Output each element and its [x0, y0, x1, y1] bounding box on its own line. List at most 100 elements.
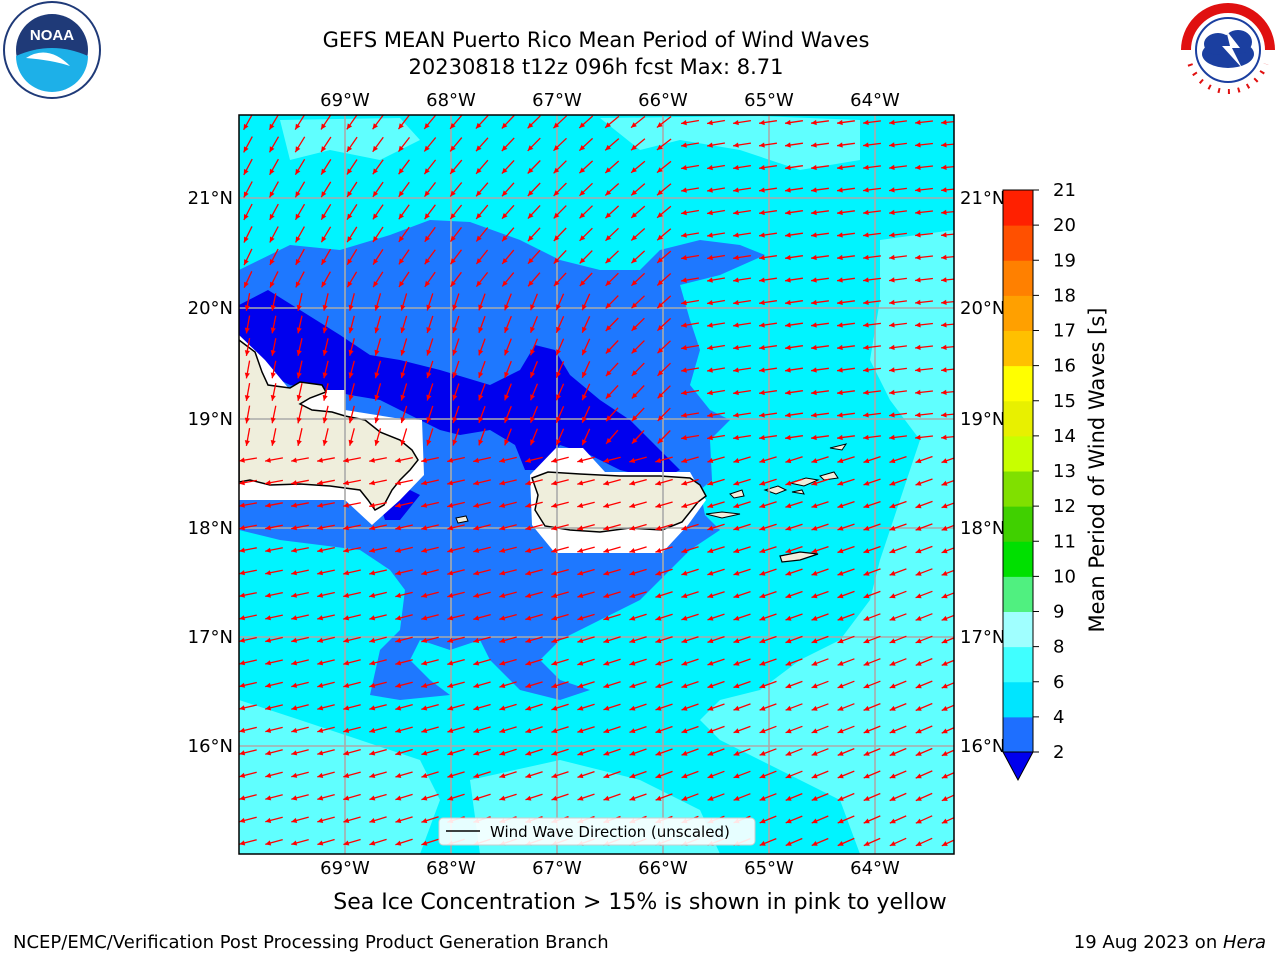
- wind-wave-arrowhead: [605, 144, 611, 151]
- wind-wave-arrowhead: [244, 281, 249, 288]
- wind-wave-arrowhead: [447, 683, 454, 688]
- lon-tick-top: 65°W: [744, 90, 794, 111]
- wind-wave-arrowhead: [400, 417, 406, 424]
- wind-wave-arrowhead: [265, 615, 271, 621]
- wind-wave-arrowhead: [400, 349, 406, 356]
- wind-wave-arrowhead: [915, 232, 921, 238]
- wind-wave-arrowhead: [657, 279, 663, 286]
- wind-wave-arrowhead: [733, 412, 739, 418]
- wind-wave-arrowhead: [655, 525, 662, 531]
- wind-wave-arrowhead: [629, 525, 636, 531]
- wind-wave-arrowhead: [837, 119, 843, 126]
- wind-wave-arrowhead: [395, 818, 402, 823]
- wind-wave-arrowhead: [889, 683, 896, 689]
- wind-wave-arrowhead: [681, 232, 687, 238]
- wind-wave-arrowhead: [373, 281, 379, 288]
- wind-wave-arrowhead: [655, 570, 662, 576]
- wind-wave-arrowhead: [733, 795, 740, 801]
- wind-wave-arrowhead: [577, 593, 584, 598]
- wind-wave-arrowhead: [837, 705, 844, 711]
- wind-wave-arrowhead: [631, 122, 637, 128]
- wind-wave-arrowhead: [502, 258, 508, 264]
- wind-wave-arrowhead: [553, 257, 560, 264]
- wind-wave-arrowhead: [269, 259, 275, 265]
- wind-wave-arrowhead: [915, 593, 922, 599]
- wind-wave-arrowhead: [785, 119, 791, 126]
- wind-wave-arrowhead: [398, 168, 404, 175]
- wind-wave-arrowhead: [499, 502, 506, 508]
- wind-wave-arrowhead: [707, 458, 714, 463]
- wind-wave-arrowhead: [265, 795, 272, 801]
- wind-wave-arrowhead: [759, 142, 765, 148]
- wind-wave-arrowhead: [707, 615, 714, 621]
- wind-wave-arrowhead: [369, 637, 376, 643]
- footer-credit: NCEP/EMC/Verification Post Processing Pr…: [13, 932, 609, 953]
- wind-wave-arrowhead: [733, 683, 740, 689]
- wind-wave-arrowhead: [369, 457, 375, 463]
- wind-wave-arrowhead: [579, 257, 586, 264]
- wind-wave-arrowhead: [473, 660, 480, 666]
- wind-wave-arrowhead: [296, 372, 302, 379]
- wind-wave-arrowhead: [759, 503, 766, 509]
- wind-wave-arrowhead: [473, 525, 480, 531]
- wind-wave-arrowhead: [631, 325, 638, 331]
- wind-wave-arrowhead: [811, 841, 818, 846]
- lon-tick-bottom: 64°W: [850, 858, 900, 879]
- wind-wave-arrowhead: [681, 187, 687, 193]
- wind-wave-arrowhead: [499, 457, 506, 463]
- wind-wave-arrowhead: [369, 525, 376, 531]
- wind-wave-arrowhead: [551, 795, 558, 801]
- wind-wave-arrowhead: [421, 750, 428, 756]
- wind-wave-arrowhead: [889, 232, 895, 238]
- wind-wave-arrowhead: [343, 727, 350, 733]
- wind-wave-arrowhead: [811, 434, 817, 441]
- wind-wave-arrowhead: [889, 503, 896, 509]
- wind-wave-arrowhead: [452, 439, 458, 446]
- wind-wave-arrowhead: [759, 435, 765, 441]
- wind-wave-arrowhead: [863, 209, 869, 215]
- wind-wave-arrowhead: [605, 325, 612, 331]
- wind-wave-arrowhead: [265, 592, 271, 598]
- wind-wave-arrowhead: [321, 191, 327, 198]
- wind-wave-arrowhead: [759, 412, 765, 418]
- wind-wave-arrowhead: [785, 750, 792, 756]
- wind-wave-arrowhead: [295, 168, 301, 175]
- wind-wave-arrowhead: [374, 349, 380, 356]
- wind-wave-arrowhead: [785, 164, 791, 171]
- wind-wave-arrowhead: [265, 457, 271, 463]
- wind-wave-arrowhead: [915, 615, 922, 621]
- wind-wave-arrowhead: [291, 705, 298, 711]
- wind-wave-arrowhead: [605, 257, 612, 264]
- virgin-islands: [763, 443, 848, 495]
- lat-tick-right: 21°N: [960, 188, 1005, 209]
- wind-wave-arrowhead: [421, 570, 428, 576]
- wind-wave-arrowhead: [525, 457, 532, 463]
- wind-wave-arrowhead: [269, 213, 275, 220]
- wind-wave-arrowhead: [395, 840, 402, 846]
- wind-wave-arrowhead: [374, 327, 380, 334]
- wind-wave-arrowhead: [243, 123, 249, 130]
- wind-wave-arrowhead: [447, 750, 454, 756]
- wind-wave-arrowhead: [811, 277, 817, 283]
- wind-wave-arrowhead: [889, 660, 896, 666]
- wind-wave-arrowhead: [347, 258, 353, 265]
- wind-wave-arrowhead: [733, 480, 740, 486]
- wind-wave-arrowhead: [863, 615, 870, 621]
- footer-date: 19 Aug 2023 on Hera: [1074, 932, 1266, 953]
- wind-wave-arrowhead: [447, 502, 454, 508]
- wind-wave-arrowhead: [605, 370, 612, 377]
- wind-wave-arrowhead: [863, 434, 869, 440]
- wind-wave-arrowhead: [291, 525, 297, 531]
- lon-tick-bottom: 66°W: [638, 858, 688, 879]
- wind-wave-arrowhead: [681, 300, 687, 306]
- wind-wave-arrowhead: [447, 525, 454, 531]
- wind-wave-arrowhead: [889, 142, 895, 148]
- wind-wave-arrowhead: [655, 593, 662, 599]
- wind-wave-arrowhead: [317, 637, 324, 643]
- wind-wave-arrowhead: [395, 728, 402, 733]
- wind-wave-arrowhead: [243, 146, 249, 153]
- wind-wave-arrowhead: [556, 304, 561, 311]
- wind-wave-arrowhead: [681, 165, 687, 171]
- wind-wave-arrowhead: [655, 660, 662, 666]
- wind-wave-arrowhead: [759, 728, 766, 734]
